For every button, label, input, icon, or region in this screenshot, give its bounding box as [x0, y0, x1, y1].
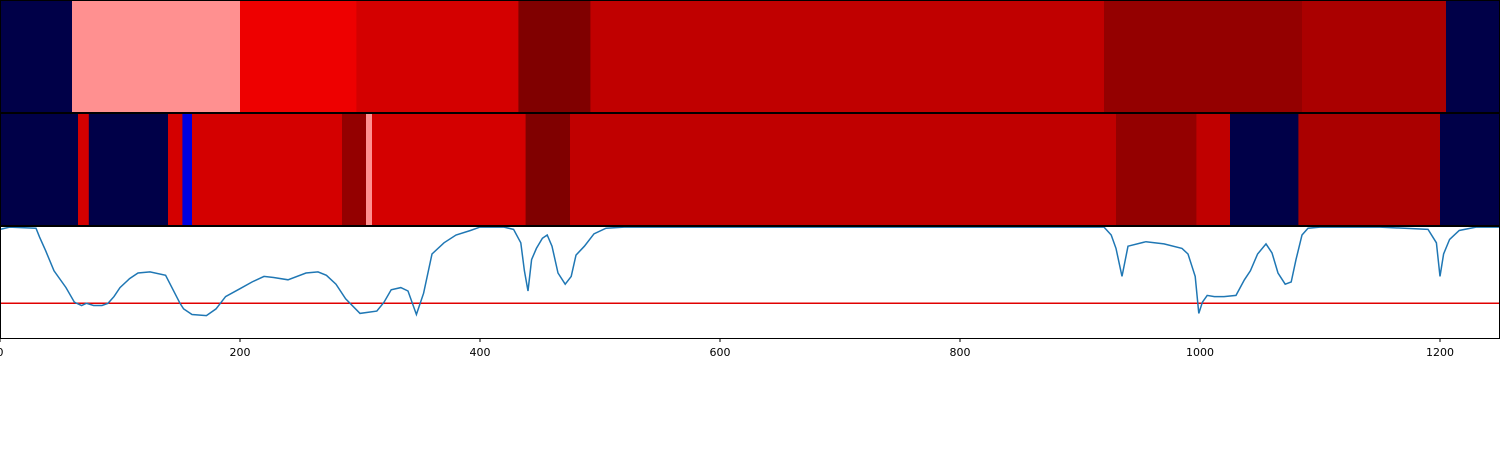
x-tick-label-6: 1200 — [1426, 346, 1454, 359]
x-tick-label-0: 0 — [0, 346, 4, 359]
top-segment-6 — [1104, 0, 1303, 112]
x-tick-label-2: 400 — [470, 346, 491, 359]
x-tick-label-3: 600 — [710, 346, 731, 359]
top-segment-4 — [518, 0, 591, 112]
series-line — [0, 226, 1500, 317]
x-tick-label-4: 800 — [950, 346, 971, 359]
middle-segment-4 — [182, 113, 193, 225]
top-segment-3 — [356, 0, 519, 112]
top-segment-7 — [1302, 0, 1447, 112]
middle-segment-8 — [372, 113, 527, 225]
middle-segment-2 — [88, 113, 169, 225]
middle-segment-12 — [1196, 113, 1231, 225]
middle-segment-6 — [342, 113, 367, 225]
middle-segment-7 — [366, 113, 373, 225]
top-segment-8 — [1446, 0, 1500, 112]
line-panel — [0, 226, 1500, 338]
middle-heatmap-strip — [0, 113, 1500, 225]
line-panel-background — [0, 226, 1500, 338]
middle-segment-1 — [78, 113, 90, 225]
x-tick-label-5: 1000 — [1186, 346, 1214, 359]
x-axis: 0 200 400 600 800 1000 1200 — [0, 338, 1454, 359]
middle-segment-5 — [192, 113, 343, 225]
x-tick-label-1: 200 — [230, 346, 251, 359]
middle-segment-10 — [570, 113, 1117, 225]
top-segment-2 — [240, 0, 357, 112]
top-heatmap-strip — [0, 0, 1500, 112]
top-segment-1 — [72, 0, 241, 112]
middle-segment-15 — [1440, 113, 1500, 225]
middle-segment-13 — [1230, 113, 1299, 225]
top-segment-5 — [590, 0, 1105, 112]
middle-segment-9 — [525, 113, 571, 225]
middle-segment-11 — [1116, 113, 1197, 225]
middle-segment-3 — [168, 113, 183, 225]
middle-segment-0 — [0, 113, 79, 225]
middle-segment-14 — [1298, 113, 1441, 225]
top-segment-0 — [0, 0, 73, 112]
